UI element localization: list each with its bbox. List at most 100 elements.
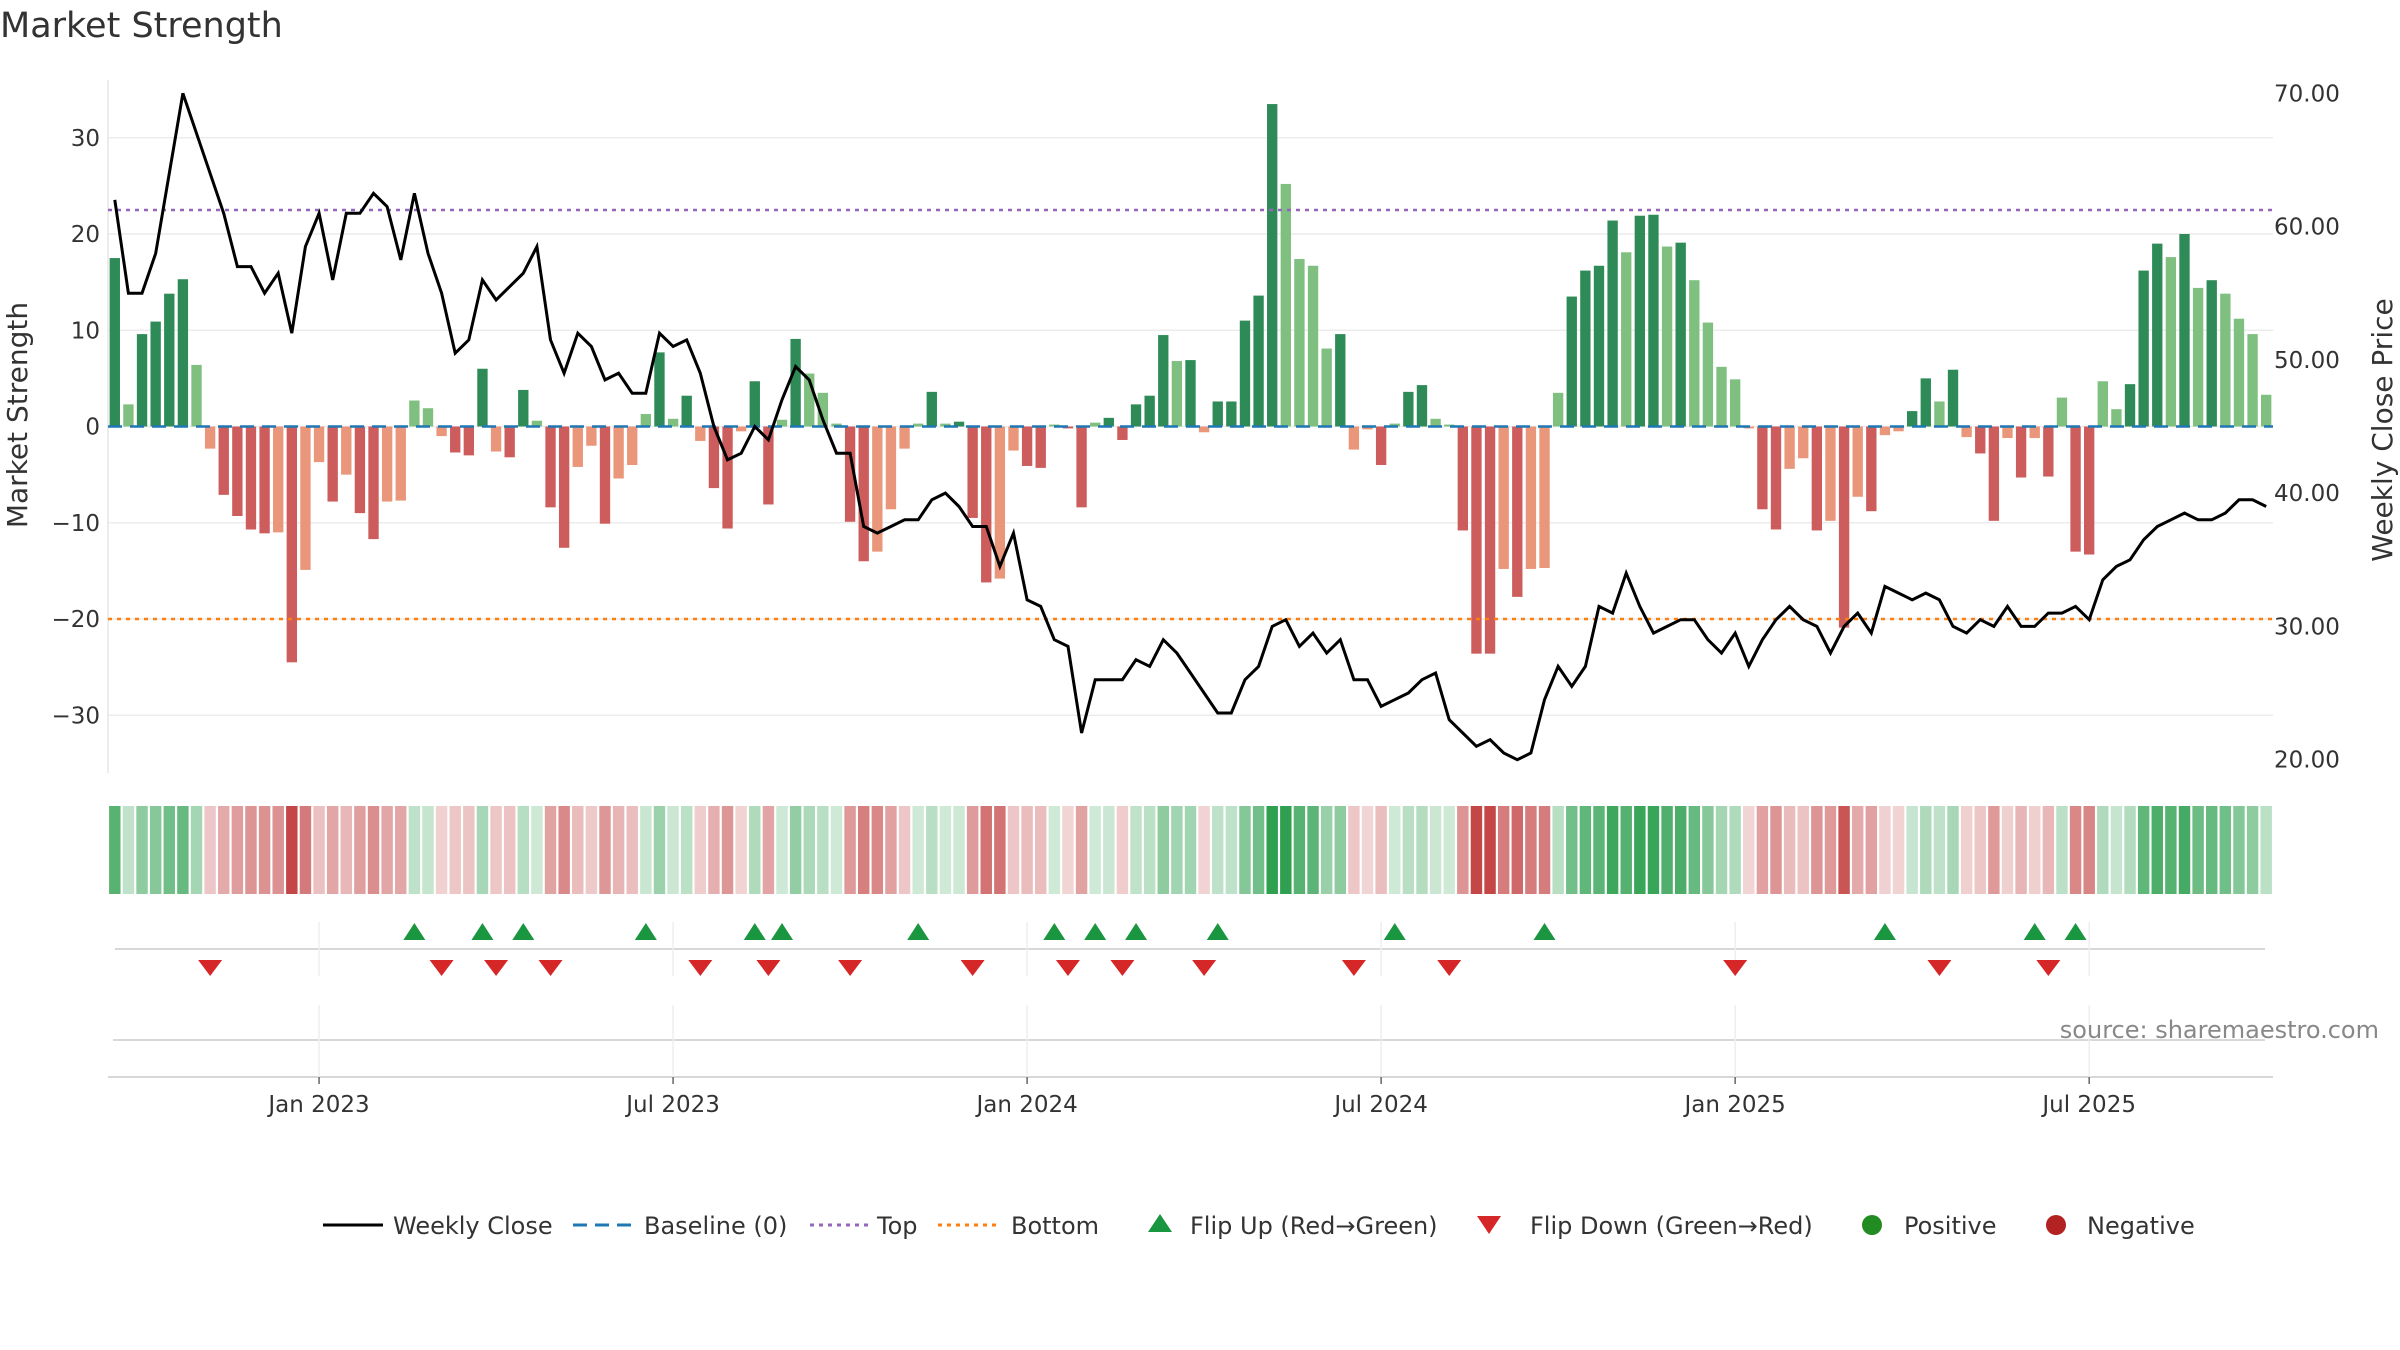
heat-cell	[1075, 806, 1088, 894]
heat-cell	[558, 806, 570, 894]
strength-bar	[1198, 426, 1210, 433]
strength-bar	[2056, 397, 2068, 427]
strength-bar	[981, 426, 992, 583]
heat-cell	[599, 806, 611, 894]
heat-cell	[272, 806, 284, 894]
strength-bar	[1076, 426, 1087, 508]
strength-bar	[1253, 295, 1264, 427]
strength-bar	[749, 381, 760, 427]
strength-bar	[2015, 426, 2027, 478]
x-tick-label: Jul 2023	[624, 1092, 720, 1118]
strength-bar	[831, 423, 842, 427]
heat-cell	[939, 806, 952, 894]
heat-cell	[1566, 806, 1578, 894]
strength-bar	[695, 426, 706, 441]
heat-cell	[1184, 806, 1197, 894]
heat-cell	[2083, 806, 2095, 894]
strength-bar	[490, 426, 502, 452]
heat-cell	[544, 806, 557, 894]
left-y-axis: 30 20 10 0 −10 −20 −30	[51, 126, 100, 730]
strength-bar	[1906, 411, 1918, 427]
right-tick-label: 40.00	[2274, 481, 2340, 507]
heat-cell	[1702, 806, 1714, 894]
heat-cell	[2206, 806, 2218, 894]
heat-cell	[2246, 806, 2259, 894]
strength-bar	[1580, 270, 1591, 427]
flip-down-marker	[960, 960, 985, 976]
x-tick-label: Jul 2024	[1332, 1092, 1428, 1118]
flip-down-marker	[2036, 960, 2061, 976]
heat-cell	[1674, 806, 1687, 894]
strength-bar	[2084, 426, 2095, 555]
strength-bar	[368, 426, 379, 540]
flip-markers-panel	[108, 922, 2273, 1078]
strength-bar	[1457, 426, 1469, 531]
flip-up-marker	[2023, 923, 2046, 940]
strength-bar	[776, 419, 788, 427]
heat-cell	[122, 806, 135, 894]
heat-cell	[1933, 806, 1946, 894]
heat-cell	[449, 806, 461, 894]
heat-cell	[1743, 806, 1755, 894]
strength-bar	[1634, 215, 1646, 427]
heat-cell	[1688, 806, 1701, 894]
strength-bar	[681, 395, 692, 427]
heat-cell	[1824, 806, 1837, 894]
heat-cell	[2178, 806, 2191, 894]
flip-up-marker	[1206, 923, 1229, 940]
strength-bar	[804, 373, 815, 427]
strength-bar	[2179, 234, 2190, 427]
flip-up-marker	[471, 923, 494, 940]
heat-cell	[1130, 806, 1142, 894]
heat-cell	[1252, 806, 1265, 894]
legend-label: Bottom	[1011, 1212, 1099, 1240]
right-y-axis-label: Weekly Close Price	[2366, 298, 2399, 561]
strength-bar	[1552, 392, 1564, 427]
heat-cell	[1906, 806, 1918, 894]
strength-bar	[1348, 426, 1360, 450]
strength-bar	[327, 426, 338, 502]
flip-up-marker	[1383, 923, 1406, 940]
heat-cell	[476, 806, 489, 894]
strength-bar	[2165, 257, 2177, 427]
strength-bar	[763, 426, 774, 505]
strength-bar	[1498, 426, 1509, 569]
heat-cell	[1497, 806, 1510, 894]
flip-up-marker	[1043, 923, 1066, 940]
heat-cell	[2165, 806, 2177, 894]
flip-down-marker	[756, 960, 781, 976]
x-tick-label: Jan 2023	[266, 1092, 369, 1118]
flip-down-marker	[538, 960, 563, 976]
heat-cell	[762, 806, 775, 894]
strength-bar	[2002, 426, 2013, 439]
heat-cell	[258, 806, 271, 894]
heat-cell	[585, 806, 598, 894]
strength-bar	[1838, 426, 1850, 628]
strength-bar	[1008, 426, 1019, 451]
flip-down-marker	[1192, 960, 1217, 976]
strength-bar	[1103, 417, 1114, 427]
strength-bar	[1784, 426, 1795, 469]
legend-label: Weekly Close	[393, 1212, 553, 1240]
flip-up-marker	[907, 923, 930, 940]
strength-bar	[518, 389, 529, 427]
heat-cell	[503, 806, 516, 894]
strength-bar	[1185, 360, 1196, 427]
strength-bar	[1416, 385, 1428, 427]
strength-bar	[1280, 183, 1291, 427]
strength-bar	[654, 352, 665, 427]
flip-down-marker	[1341, 960, 1366, 976]
strength-bar	[2097, 381, 2108, 427]
heat-cell	[299, 806, 312, 894]
strength-bar	[1607, 220, 1618, 427]
strength-bar	[1975, 426, 1986, 454]
heat-cell	[1620, 806, 1632, 894]
strength-bar	[1090, 422, 1101, 427]
heat-cell	[817, 806, 829, 894]
strength-bar	[1375, 426, 1387, 465]
strength-bar	[1988, 426, 2000, 521]
strength-bar	[1321, 348, 1332, 427]
strength-bar	[313, 426, 325, 463]
strength-bar	[1852, 426, 1863, 497]
heat-cell	[612, 806, 625, 894]
